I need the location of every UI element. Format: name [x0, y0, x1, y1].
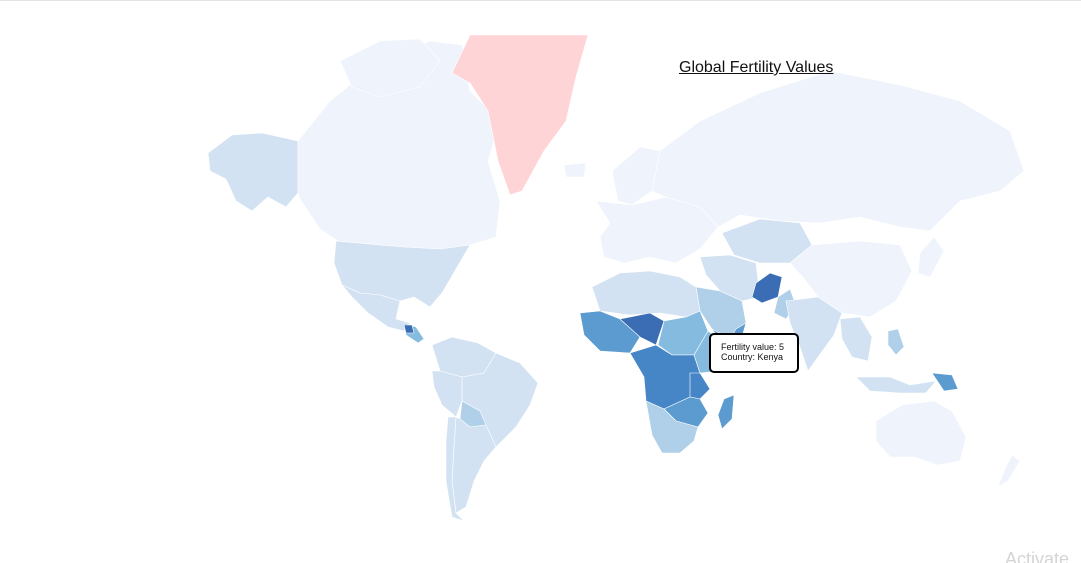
- country-southeast-asia[interactable]: [839, 316, 873, 362]
- country-papua-new-guinea[interactable]: [931, 372, 959, 392]
- country-russia[interactable]: [651, 70, 1025, 232]
- country-india[interactable]: [785, 296, 843, 372]
- tooltip-fertility-value: Fertility value: 5: [721, 342, 785, 352]
- country-tooltip: Fertility value: 5 Country: Kenya: [709, 333, 799, 373]
- country-niger-mali[interactable]: [619, 312, 665, 346]
- country-iceland[interactable]: [563, 162, 587, 178]
- country-peru-ecuador[interactable]: [431, 370, 463, 418]
- country-japan-korea[interactable]: [917, 236, 945, 278]
- country-guatemala[interactable]: [403, 324, 415, 334]
- country-iran-turkey[interactable]: [699, 254, 761, 302]
- country-north-africa[interactable]: [591, 270, 701, 318]
- country-indonesia[interactable]: [855, 376, 937, 394]
- country-kenya[interactable]: [689, 372, 711, 400]
- country-canada-islands[interactable]: [339, 38, 441, 98]
- country-australia[interactable]: [875, 400, 967, 466]
- country-new-zealand[interactable]: [997, 454, 1021, 488]
- country-alaska[interactable]: [207, 132, 299, 212]
- country-southern-africa[interactable]: [645, 400, 699, 454]
- country-mexico[interactable]: [341, 284, 411, 332]
- country-madagascar[interactable]: [717, 394, 735, 430]
- country-greenland[interactable]: [451, 34, 589, 196]
- activate-watermark: Activate: [1005, 549, 1070, 563]
- country-philippines[interactable]: [887, 328, 905, 356]
- country-chile[interactable]: [445, 416, 465, 522]
- country-west-africa[interactable]: [579, 310, 641, 354]
- country-scandinavia[interactable]: [611, 146, 661, 206]
- country-china-mongolia[interactable]: [789, 240, 913, 318]
- tooltip-country-name: Country: Kenya: [721, 352, 784, 362]
- map-title: Global Fertility Values: [679, 59, 834, 76]
